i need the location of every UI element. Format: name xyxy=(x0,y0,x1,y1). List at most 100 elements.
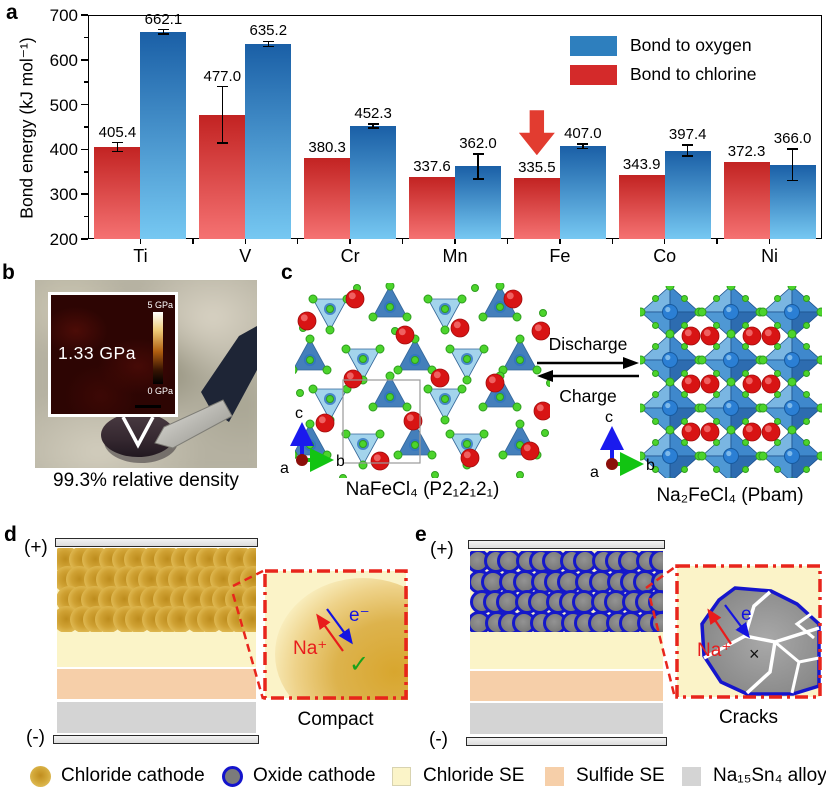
y-tick-label: 300 xyxy=(49,185,78,205)
cl-atom xyxy=(774,370,781,378)
na-atom-highlight xyxy=(684,425,692,433)
na-atom-highlight xyxy=(534,324,542,332)
cl-atom xyxy=(463,355,471,363)
electron-label: e⁻ xyxy=(349,605,370,626)
na-atom xyxy=(403,411,423,431)
callout-pointer xyxy=(121,416,155,449)
na-atom-highlight xyxy=(346,372,354,380)
na-atom xyxy=(681,326,701,346)
na-atom xyxy=(345,289,365,309)
chart-legend-item: Bond to oxygen xyxy=(570,36,756,56)
error-cap xyxy=(111,150,123,153)
na-atom xyxy=(520,441,540,461)
na-atom-highlight xyxy=(318,416,326,424)
top-electrode xyxy=(468,540,665,549)
c-axis-label: c xyxy=(605,409,613,426)
cl-atom xyxy=(713,294,720,302)
cl-atom xyxy=(496,393,504,401)
crack xyxy=(794,612,815,640)
y-tick xyxy=(81,103,88,106)
cl-atom xyxy=(803,466,810,474)
cl-atom xyxy=(697,451,707,461)
cl-atom xyxy=(457,384,467,394)
cl-atom xyxy=(478,402,488,412)
legend-item: Oxide cathode xyxy=(222,764,376,788)
cl-atom xyxy=(803,294,810,302)
cl-atom xyxy=(539,309,547,317)
value-label: 335.5 xyxy=(518,159,556,177)
fe-atom xyxy=(784,448,800,464)
na-atom-highlight xyxy=(764,329,772,337)
bar-Co-chlorine xyxy=(618,174,665,239)
y-tick xyxy=(81,238,88,240)
cl-atom xyxy=(423,384,433,394)
y-axis-label: Bond energy (kJ mol⁻¹) xyxy=(16,37,37,219)
compact-inset: Na⁺ e⁻ ✓ xyxy=(263,569,451,730)
unit-cell xyxy=(342,379,421,464)
value-label: 452.3 xyxy=(354,105,392,123)
cl-atom xyxy=(665,377,675,387)
b-axis-label: b xyxy=(336,453,344,470)
error-cap xyxy=(577,147,589,150)
na-atom xyxy=(450,318,470,338)
cl-atom xyxy=(816,307,822,317)
reaction-arrows xyxy=(537,357,639,382)
photo-foreground xyxy=(101,326,257,463)
cl-atom xyxy=(306,356,314,364)
na-atom xyxy=(742,326,762,346)
na-atom-highlight xyxy=(703,329,711,337)
na-atom-highlight xyxy=(348,292,356,300)
na-atom xyxy=(700,374,720,394)
error-cap xyxy=(157,33,169,35)
na-atom xyxy=(450,318,470,338)
cl-atom xyxy=(726,329,736,339)
cl-atom xyxy=(640,307,646,317)
check-icon: ✓ xyxy=(349,651,369,678)
na-atom xyxy=(761,326,781,346)
bar-V-oxygen xyxy=(245,44,292,239)
cl-atom xyxy=(341,429,351,439)
x-tick xyxy=(139,239,142,244)
fe-atom-highlight xyxy=(665,450,671,457)
bond-energy-chart: Bond energy (kJ mol⁻¹) Bond to oxygen Bon… xyxy=(0,0,826,270)
alloy-layer xyxy=(57,702,256,733)
bar-Ni-chlorine xyxy=(723,161,770,239)
cl-atom xyxy=(640,403,646,413)
cl-atom xyxy=(652,294,659,302)
error-cap xyxy=(216,142,228,144)
cl-atom xyxy=(774,390,781,398)
compact-inset-art: Na⁺ e⁻ ✓ xyxy=(263,569,451,730)
callout-line xyxy=(645,565,676,590)
legend-label: Bond to chlorine xyxy=(630,64,757,85)
cl-atom xyxy=(532,365,542,375)
y-tick-label: 500 xyxy=(49,95,78,115)
na-atom xyxy=(700,422,720,442)
error-cap xyxy=(367,123,379,125)
cl-atom xyxy=(652,438,659,446)
sulfide-se-icon xyxy=(545,766,564,786)
chloride-cathode-icon xyxy=(30,765,51,787)
sulfide-se-layer xyxy=(57,669,256,699)
y-tick-label: 200 xyxy=(49,230,78,249)
y-tick xyxy=(81,148,88,151)
fe-atom xyxy=(723,352,739,368)
crack xyxy=(790,661,801,694)
callout-line xyxy=(231,593,265,700)
cl-atom xyxy=(359,355,367,363)
cl-atom xyxy=(758,451,768,461)
callout-line xyxy=(648,597,677,699)
legend-item-label: Sulfide SE xyxy=(576,765,665,786)
callout-line xyxy=(232,569,264,588)
na-atom xyxy=(761,422,781,442)
cl-atom xyxy=(742,418,749,426)
top-electrode xyxy=(55,538,258,547)
value-label: 397.4 xyxy=(668,126,707,144)
legend-item-label: Chloride cathode xyxy=(61,765,205,786)
cl-atom xyxy=(758,355,768,365)
cl-atom xyxy=(742,342,749,350)
na-ion-label: Na⁺ xyxy=(293,638,327,659)
error-bar xyxy=(791,148,794,181)
cl-atom xyxy=(758,403,768,413)
cl-atom xyxy=(713,390,720,398)
